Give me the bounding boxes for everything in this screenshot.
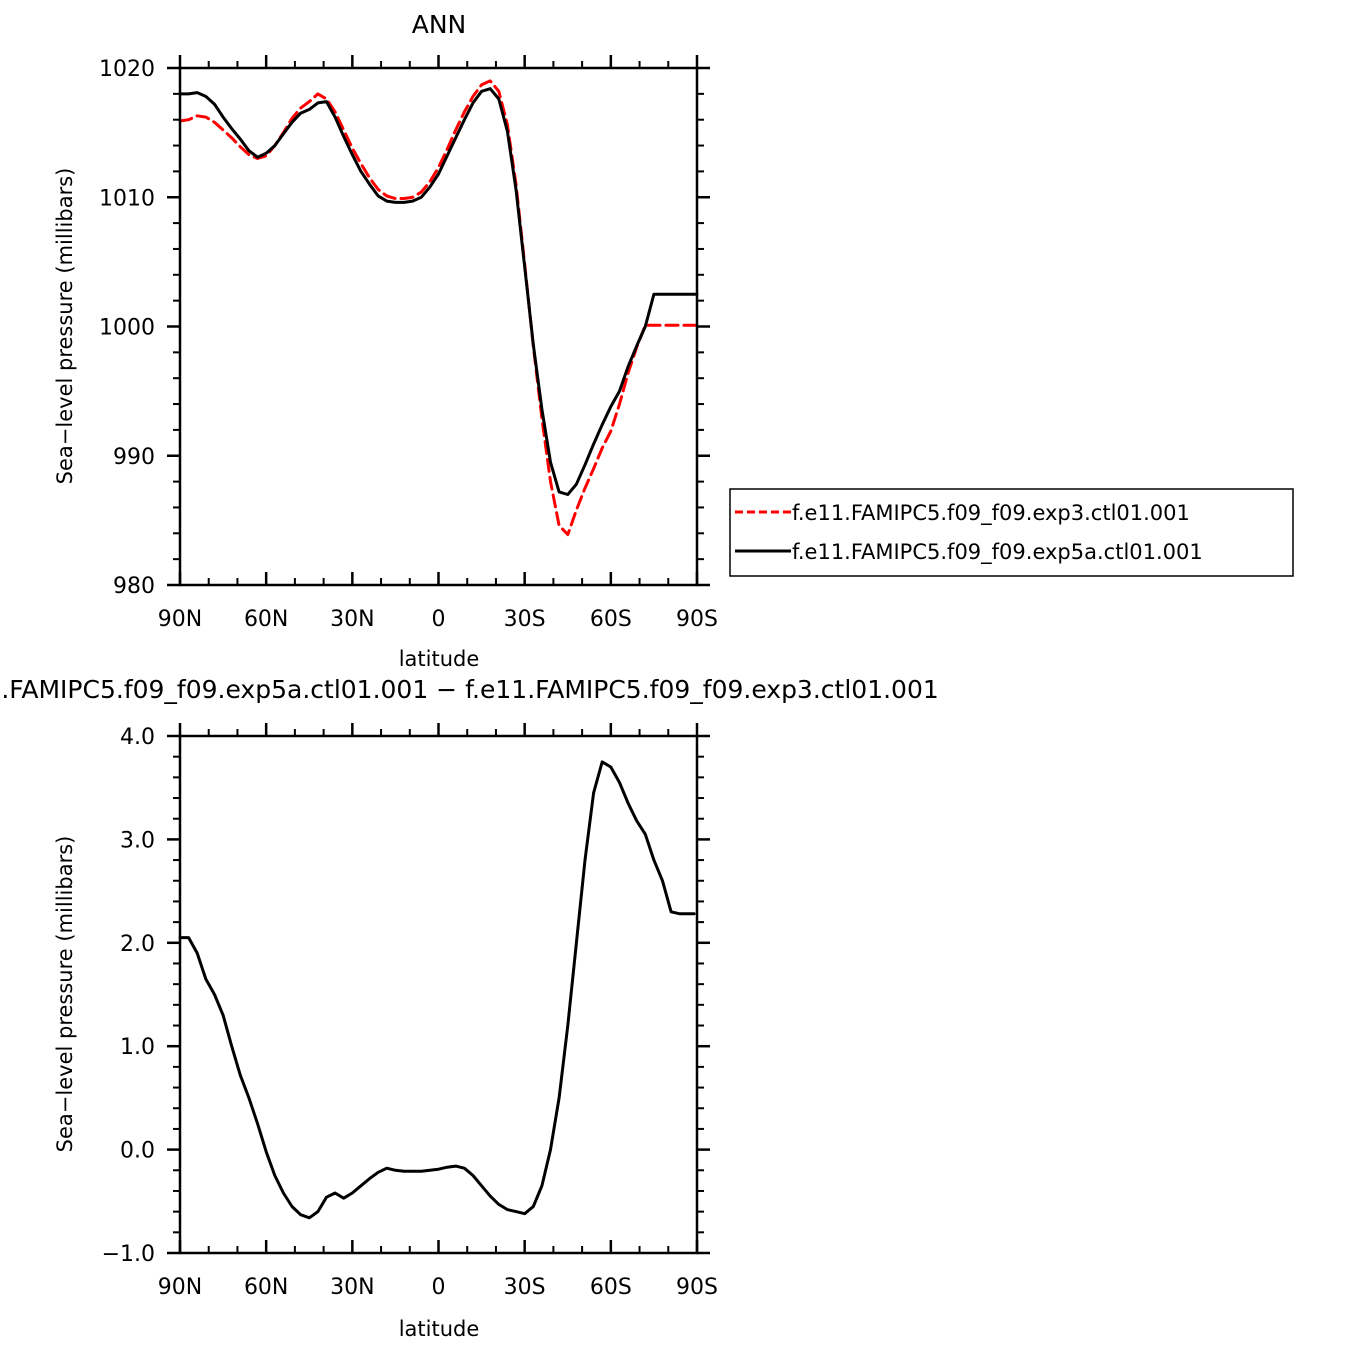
bottom-y-tick-label: 4.0 (120, 725, 155, 750)
bottom-x-tick-label: 90N (158, 1275, 202, 1300)
bottom-x-tick-label: 60N (244, 1275, 288, 1300)
top-y-tick-label: 980 (113, 574, 155, 599)
legend-label-exp5a: f.e11.FAMIPC5.f09_f09.exp5a.ctl01.001 (792, 540, 1203, 565)
bottom-chart-title: f.e11.FAMIPC5.f09_f09.exp5a.ctl01.001 − … (0, 675, 939, 704)
top-chart-title: ANN (412, 10, 467, 39)
bottom-y-axis-label: Sea−level pressure (millibars) (53, 836, 77, 1153)
top-y-tick-label: 1010 (99, 186, 155, 211)
bottom-x-tick-label: 0 (432, 1275, 446, 1300)
top-series-line-2 (178, 87, 699, 496)
top-x-tick-label: 60N (244, 607, 288, 632)
top-x-tick-label: 0 (432, 607, 446, 632)
legend: f.e11.FAMIPC5.f09_f09.exp3.ctl01.001 f.e… (729, 488, 1294, 577)
top-x-tick-label: 60S (590, 607, 632, 632)
bottom-plot-frame (178, 734, 699, 1255)
bottom-y-tick-label: 1.0 (120, 1035, 155, 1060)
top-x-axis-label: latitude (399, 647, 480, 671)
top-y-axis-label: Sea−level pressure (millibars) (53, 168, 77, 485)
bottom-y-tick-label: −1.0 (102, 1242, 155, 1267)
bottom-y-tick-label: 2.0 (120, 932, 155, 957)
bottom-y-tick-label: 0.0 (120, 1139, 155, 1164)
bottom-series-group (178, 760, 696, 1220)
top-panel: ANN 90N 60N 30N 0 30S 60S 90S 1020 1010 1000 990 98… (53, 10, 718, 671)
top-plot-frame (178, 66, 699, 587)
top-axis-ticks: 90N 60N 30N 0 30S 60S 90S 1020 1010 1000 990 980 (99, 55, 718, 632)
top-series-group (178, 79, 699, 537)
legend-label-exp3: f.e11.FAMIPC5.f09_f09.exp3.ctl01.001 (792, 501, 1190, 526)
top-y-tick-label: 1000 (99, 316, 155, 341)
top-x-tick-label: 30N (330, 607, 374, 632)
top-x-tick-label: 30S (504, 607, 546, 632)
bottom-x-tick-label: 90S (676, 1275, 718, 1300)
bottom-x-tick-label: 30S (504, 1275, 546, 1300)
bottom-panel: f.e11.FAMIPC5.f09_f09.exp5a.ctl01.001 − … (0, 675, 939, 1341)
top-x-tick-label: 90N (158, 607, 202, 632)
bottom-x-tick-label: 60S (590, 1275, 632, 1300)
top-y-tick-label: 1020 (99, 57, 155, 82)
bottom-series-line-1 (178, 760, 696, 1220)
bottom-x-tick-label: 30N (330, 1275, 374, 1300)
bottom-x-axis-label: latitude (399, 1317, 480, 1341)
legend-box (729, 488, 1294, 577)
top-x-tick-label: 90S (676, 607, 718, 632)
top-y-tick-label: 990 (113, 445, 155, 470)
top-series-line-1 (178, 79, 699, 537)
bottom-axis-ticks: 90N 60N 30N 0 30S 60S 90S 4.0 3.0 2.0 1.0 0.0 −1.0 (102, 723, 718, 1300)
bottom-y-tick-label: 3.0 (120, 828, 155, 853)
